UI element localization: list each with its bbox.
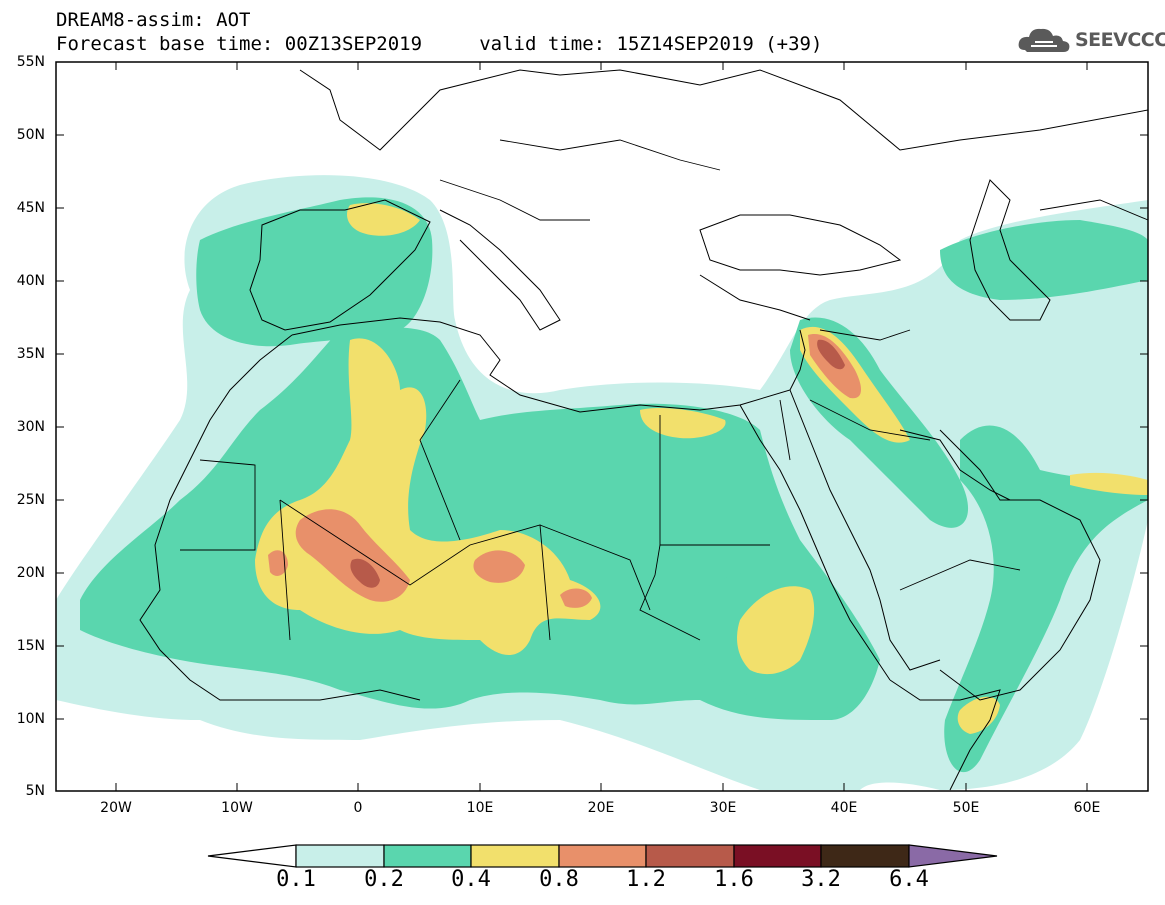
- lat-label: 55N: [16, 54, 45, 70]
- colorbar-label: 0.8: [539, 867, 579, 892]
- logo-text: SEEVCCC: [1075, 29, 1165, 51]
- aot-0.2-arabia-east: [944, 425, 1148, 773]
- aot-1.2-mali: [350, 558, 380, 588]
- lon-label: 20E: [587, 800, 615, 816]
- lon-label: 20W: [100, 800, 132, 816]
- lat-label: 35N: [16, 346, 45, 362]
- coastline-italy: [439, 209, 561, 331]
- lat-label: 40N: [16, 273, 45, 289]
- lat-label: 30N: [16, 419, 45, 435]
- colorbar-label: 1.2: [626, 867, 666, 892]
- map-title: DREAM8-assim: AOT: [56, 9, 251, 31]
- aot-0.4-somalia: [957, 696, 1000, 734]
- coastline-europe-north: [299, 69, 1149, 151]
- coastline-caspian: [969, 179, 1051, 321]
- colorbar-label: 6.4: [889, 867, 929, 892]
- coastline-red-sea-east: [789, 389, 941, 671]
- colorbar-bin-6: [733, 844, 822, 868]
- coastlines: [139, 69, 1149, 791]
- lat-label: 25N: [16, 492, 45, 508]
- lon-label: 40E: [830, 800, 858, 816]
- aot-0.4-spain: [347, 203, 420, 236]
- colorbar-bin-3: [470, 844, 560, 868]
- lat-label: 15N: [16, 638, 45, 654]
- axis-ticks: [56, 61, 1148, 791]
- colorbar-bin-4: [558, 844, 647, 868]
- coastline-arabia-east: [939, 429, 1101, 701]
- colorbar-under-arrow: [207, 844, 297, 868]
- lon-label: 30E: [709, 800, 737, 816]
- aot-0.4-gulf: [1070, 472, 1148, 495]
- lon-label: 50E: [952, 800, 980, 816]
- aot-0.4-libya: [640, 408, 726, 439]
- coastline-turkey-south: [699, 274, 811, 321]
- coastline-north-africa: [291, 317, 806, 413]
- aot-1.2-iraq: [817, 339, 845, 370]
- colorbar: [207, 844, 998, 868]
- lat-label: 45N: [16, 200, 45, 216]
- seevccc-logo: SEEVCCC: [1017, 24, 1165, 56]
- colorbar-label: 1.6: [714, 867, 754, 892]
- aot-0.8-morocco: [268, 550, 288, 576]
- aot-0.8-niger: [473, 550, 525, 583]
- forecast-times: Forecast base time: 00Z13SEP2019 valid t…: [56, 33, 823, 55]
- lat-label: 10N: [16, 711, 45, 727]
- coastline-horn: [889, 679, 1001, 791]
- aot-0.4-sudan: [737, 586, 815, 675]
- lat-label: 50N: [16, 127, 45, 143]
- coastline-black-sea: [699, 214, 902, 276]
- colorbar-bin-7: [820, 844, 910, 868]
- lat-label: 5N: [25, 783, 45, 799]
- lon-label: 60E: [1073, 800, 1101, 816]
- coastline-west-africa: [139, 334, 421, 701]
- colorbar-bin-1: [295, 844, 385, 868]
- colorbar-label: 0.2: [364, 867, 404, 892]
- borders: [180, 139, 1149, 641]
- colorbar-label: 0.1: [276, 867, 316, 892]
- lat-label: 20N: [16, 565, 45, 581]
- coastline-persian-gulf: [899, 429, 1011, 501]
- aot-field: [56, 175, 1148, 790]
- coastline-iberia: [249, 199, 431, 331]
- colorbar-label: 0.4: [451, 867, 491, 892]
- colorbar-bin-5: [645, 844, 735, 868]
- lon-label: 10E: [466, 800, 494, 816]
- cloud-icon: [1018, 28, 1070, 52]
- colorbar-over-arrow: [908, 844, 998, 868]
- lon-label: 0: [353, 800, 363, 816]
- colorbar-bin-2: [383, 844, 472, 868]
- aot-0.2-caspian: [940, 220, 1148, 300]
- coastline-red-sea-west: [739, 404, 891, 681]
- lon-label: 10W: [221, 800, 253, 816]
- aot-0.8-chad: [560, 588, 592, 608]
- aot-0.8-mali: [295, 509, 410, 602]
- colorbar-label: 3.2: [801, 867, 841, 892]
